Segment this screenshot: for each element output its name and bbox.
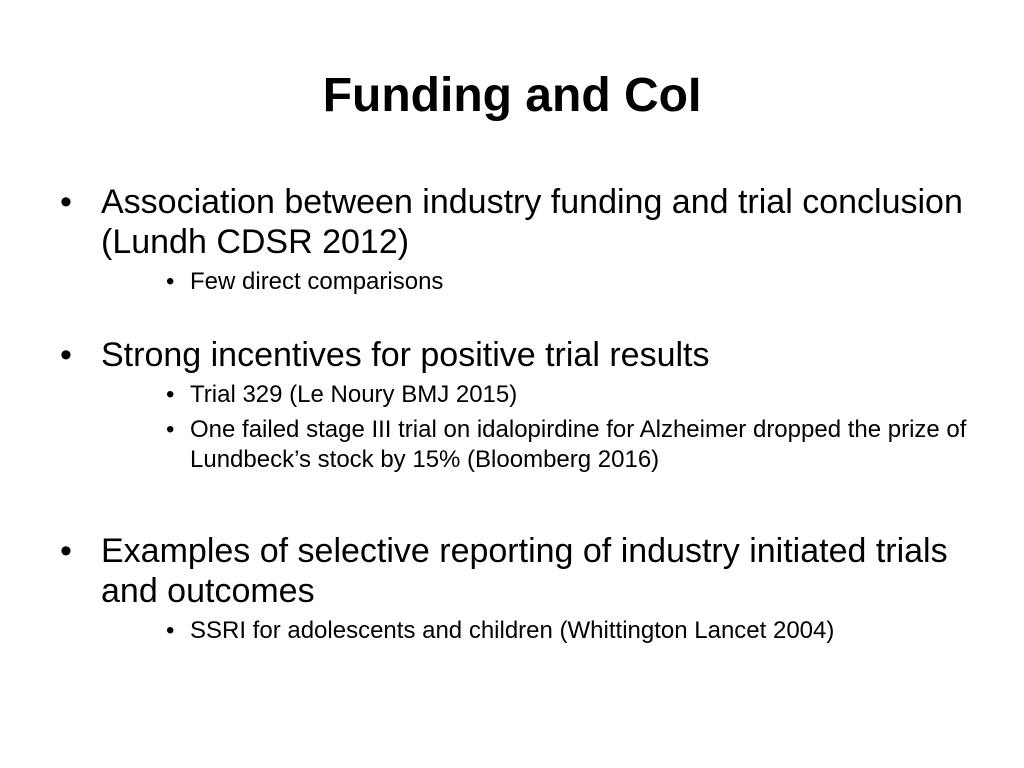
bullet-text: Examples of selective reporting of indus… (101, 532, 948, 610)
sub-bullet-text: Few direct comparisons (190, 268, 444, 295)
bullet-item: • Association between industry funding a… (60, 182, 990, 262)
slide-title: Funding and CoI (322, 69, 702, 122)
bullet-icon: • (166, 268, 175, 295)
bullet-text: Association between industry funding and… (101, 183, 963, 261)
bullet-icon: • (60, 336, 72, 374)
bullet-icon: • (60, 183, 72, 221)
sub-bullet-text: Trial 329 (Le Noury BMJ 2015) (190, 381, 518, 408)
spacer (60, 297, 990, 335)
bullet-icon: • (60, 532, 72, 570)
bullet-icon: • (166, 381, 175, 408)
bullet-item: • Strong incentives for positive trial r… (60, 335, 990, 375)
sub-bullet-item: • Few direct comparisons (166, 267, 990, 297)
sub-bullet-text: One failed stage III trial on idalopirdi… (190, 416, 967, 473)
bullet-list: • Association between industry funding a… (60, 182, 990, 646)
sub-bullet-item: • SSRI for adolescents and children (Whi… (166, 616, 990, 646)
bullet-icon: • (166, 416, 175, 443)
bullet-text: Strong incentives for positive trial res… (101, 336, 710, 374)
bullet-item: • Examples of selective reporting of ind… (60, 531, 990, 611)
sub-bullet-item: • One failed stage III trial on idalopir… (166, 415, 990, 475)
sub-bullet-item: • Trial 329 (Le Noury BMJ 2015) (166, 380, 990, 410)
bullet-icon: • (166, 617, 175, 644)
spacer (60, 475, 990, 531)
sub-bullet-text: SSRI for adolescents and children (Whitt… (190, 617, 835, 644)
